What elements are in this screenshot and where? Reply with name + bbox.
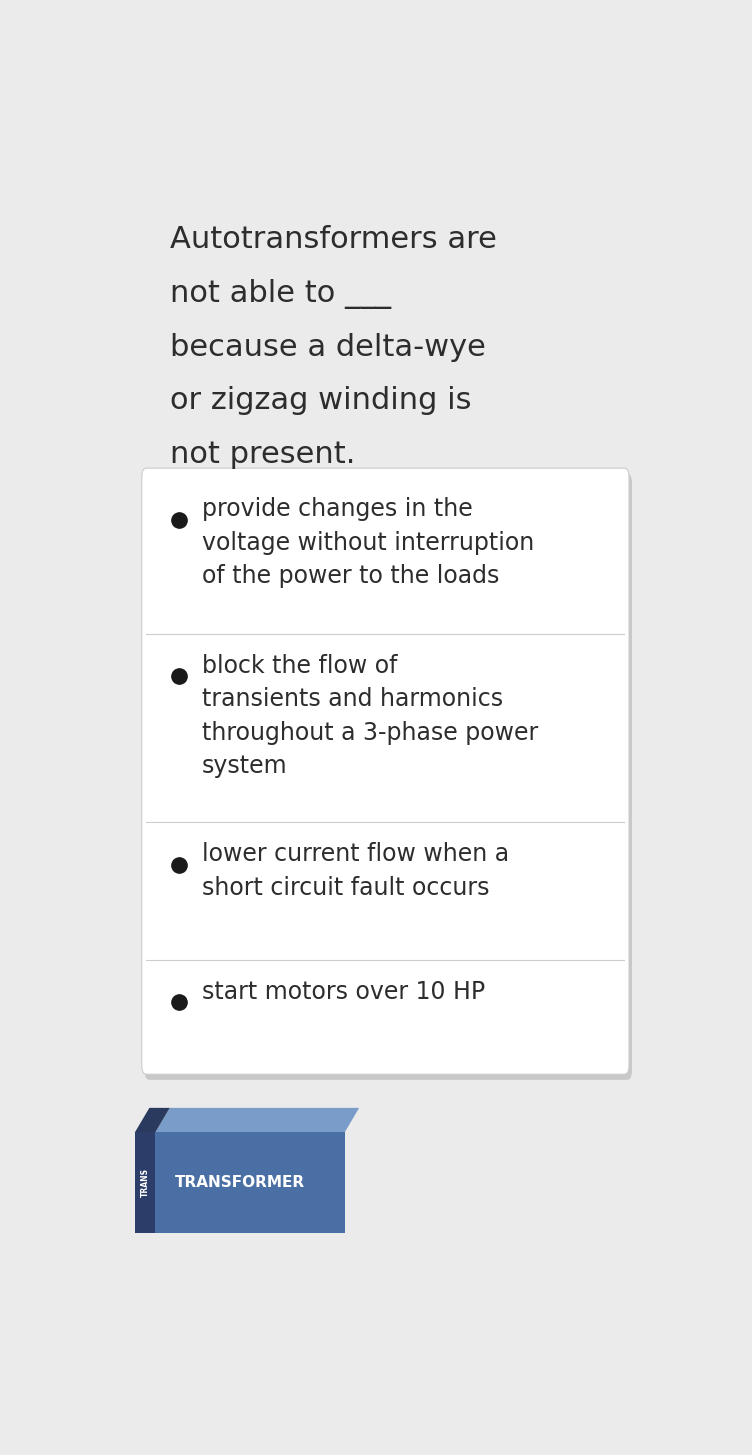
Polygon shape: [135, 1107, 170, 1132]
Polygon shape: [155, 1107, 359, 1132]
Text: TRANSFORMER: TRANSFORMER: [174, 1176, 305, 1190]
Text: start motors over 10 HP: start motors over 10 HP: [202, 981, 485, 1004]
FancyBboxPatch shape: [142, 469, 629, 1074]
FancyBboxPatch shape: [135, 1132, 155, 1234]
Text: lower current flow when a
short circuit fault occurs: lower current flow when a short circuit …: [202, 842, 509, 901]
Text: or zigzag winding is: or zigzag winding is: [170, 387, 472, 415]
Text: not able to ___: not able to ___: [170, 279, 391, 308]
Text: block the flow of
transients and harmonics
throughout a 3-phase power
system: block the flow of transients and harmoni…: [202, 653, 538, 778]
Text: because a delta-wye: because a delta-wye: [170, 333, 486, 362]
Text: Autotransformers are: Autotransformers are: [170, 226, 496, 255]
Text: TRANS: TRANS: [141, 1168, 150, 1197]
FancyBboxPatch shape: [144, 474, 632, 1080]
Text: provide changes in the
voltage without interruption
of the power to the loads: provide changes in the voltage without i…: [202, 498, 534, 588]
FancyBboxPatch shape: [155, 1132, 344, 1234]
Text: not present.: not present.: [170, 439, 355, 469]
